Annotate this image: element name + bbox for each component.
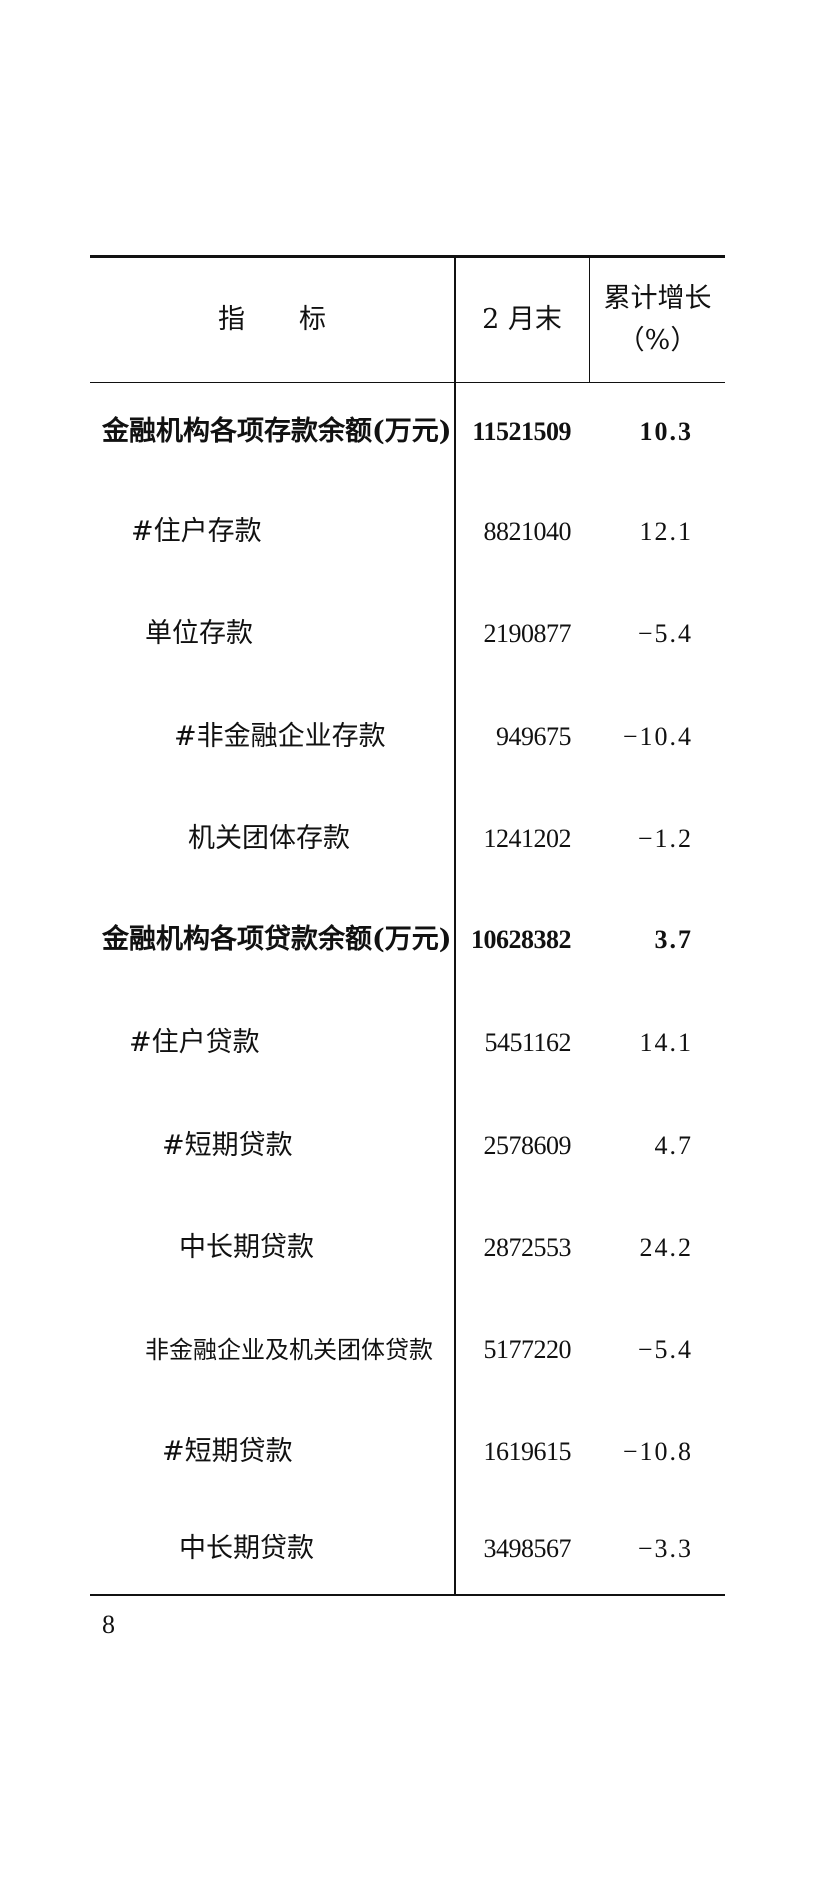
row-indicator: #短期贷款 xyxy=(162,1130,293,1161)
header-bottom-rule xyxy=(90,382,725,383)
row-feb-value: 2578609 xyxy=(483,1131,572,1160)
row-feb-value: 5451162 xyxy=(484,1028,571,1057)
row-growth: −3.3 xyxy=(637,1534,693,1563)
column-divider-2 xyxy=(589,257,590,383)
table-row: 非金融企业及机关团体贷款 5177220 −5.4 xyxy=(90,1330,725,1370)
row-indicator: 中长期贷款 xyxy=(179,1533,314,1564)
table-row: #住户存款 8821040 12.1 xyxy=(90,512,725,552)
row-feb-value: 8821040 xyxy=(483,517,572,546)
row-indicator: 机关团体存款 xyxy=(188,823,350,854)
table-top-rule xyxy=(90,255,725,258)
row-indicator: 非金融企业及机关团体贷款 xyxy=(145,1336,433,1364)
table-row: 机关团体存款 1241202 −1.2 xyxy=(90,819,725,859)
row-indicator: 金融机构各项贷款余额(万元) xyxy=(102,924,452,955)
table-row: #住户贷款 5451162 14.1 xyxy=(90,1023,725,1063)
row-growth: −5.4 xyxy=(637,1335,693,1364)
row-feb-value: 3498567 xyxy=(483,1534,572,1563)
row-indicator: 中长期贷款 xyxy=(179,1232,314,1263)
row-feb-value: 2872553 xyxy=(483,1233,572,1262)
column-divider-1 xyxy=(454,257,456,1595)
row-feb-value: 1241202 xyxy=(483,824,572,853)
table-row: 中长期贷款 2872553 24.2 xyxy=(90,1228,725,1268)
table-bottom-rule xyxy=(90,1594,725,1596)
row-feb-value: 949675 xyxy=(496,722,572,751)
row-growth: 3.7 xyxy=(654,925,693,954)
row-growth: −10.4 xyxy=(622,722,693,751)
header-indicator: 指 标 xyxy=(218,304,326,335)
row-feb-value: 10628382 xyxy=(471,925,572,954)
row-feb-value: 1619615 xyxy=(483,1437,572,1466)
page-number: 8 xyxy=(102,1610,115,1639)
row-indicator: #非金融企业存款 xyxy=(174,721,386,752)
table-row: 金融机构各项贷款余额(万元) 10628382 3.7 xyxy=(90,920,725,960)
row-growth: 12.1 xyxy=(639,517,693,546)
row-growth: 4.7 xyxy=(654,1131,693,1160)
table-row: 中长期贷款 3498567 −3.3 xyxy=(90,1529,725,1569)
row-growth: 24.2 xyxy=(639,1233,693,1262)
header-growth-unit: （%） xyxy=(617,325,698,356)
row-feb-value: 2190877 xyxy=(483,619,572,648)
header-growth: 累计增长 xyxy=(603,283,712,314)
row-growth: 10.3 xyxy=(639,417,693,446)
table-row: #短期贷款 1619615 −10.8 xyxy=(90,1432,725,1472)
row-feb-value: 11521509 xyxy=(472,417,571,446)
row-feb-value: 5177220 xyxy=(483,1335,572,1364)
row-indicator: #短期贷款 xyxy=(162,1436,293,1467)
table-row: 金融机构各项存款余额(万元) 11521509 10.3 xyxy=(90,412,725,452)
row-indicator: #住户贷款 xyxy=(129,1027,260,1058)
row-indicator: 金融机构各项存款余额(万元) xyxy=(102,416,452,447)
table-row: #短期贷款 2578609 4.7 xyxy=(90,1126,725,1166)
row-growth: 14.1 xyxy=(639,1028,693,1057)
row-indicator: #住户存款 xyxy=(131,516,262,547)
table-row: #非金融企业存款 949675 −10.4 xyxy=(90,717,725,757)
row-indicator: 单位存款 xyxy=(145,618,253,649)
table-row: 单位存款 2190877 −5.4 xyxy=(90,614,725,654)
row-growth: −10.8 xyxy=(622,1437,693,1466)
row-growth: −1.2 xyxy=(637,824,693,853)
row-growth: −5.4 xyxy=(637,619,693,648)
header-feb-end: 2 月末 xyxy=(482,304,562,335)
